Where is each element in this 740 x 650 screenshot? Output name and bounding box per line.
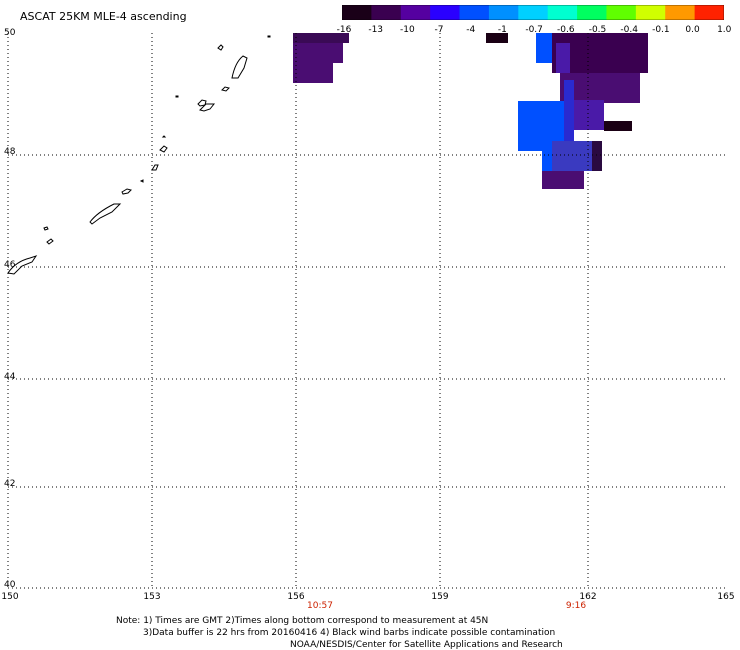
colorbar-swatch — [400, 5, 431, 20]
colorbar-label: -16 — [336, 25, 352, 35]
grid-lines — [7, 33, 728, 589]
lon-label-156: 156 — [287, 592, 305, 602]
data-swath-east — [486, 33, 648, 189]
coastline — [7, 35, 271, 275]
map-title: ASCAT 25KM MLE-4 ascending — [20, 10, 187, 23]
colorbar-swatch — [430, 5, 461, 20]
colorbar-swatch — [694, 5, 724, 20]
colorbar-swatch — [518, 5, 549, 20]
lat-label-40: 40 — [4, 580, 16, 590]
lat-label-46: 46 — [4, 260, 16, 270]
colorbar-label: -0.5 — [588, 25, 607, 35]
colorbar-swatch — [635, 5, 666, 20]
lon-label-162: 162 — [579, 592, 597, 602]
colorbar — [342, 5, 724, 20]
lat-label-44: 44 — [4, 372, 16, 382]
note-line-2: 3)Data buffer is 22 hrs from 20160416 4)… — [143, 628, 556, 638]
note-line-3: NOAA/NESDIS/Center for Satellite Applica… — [290, 640, 563, 650]
colorbar-swatch — [577, 5, 607, 20]
colorbar-label: -13 — [368, 25, 384, 35]
colorbar-label: -1 — [497, 25, 507, 35]
colorbar-swatch — [606, 5, 637, 20]
colorbar-labels: -16 -13 -10 -7 -4 -1 -0.7 -0.6 -0.5 -0.4 -0.1 0.0 1.… — [330, 25, 732, 37]
colorbar-swatch — [459, 5, 490, 20]
note-line-1: Note: 1) Times are GMT 2)Times along bot… — [116, 616, 489, 626]
lon-label-150: 150 — [1, 592, 19, 602]
colorbar-swatch — [665, 5, 696, 20]
colorbar-swatch — [342, 5, 372, 20]
colorbar-label: -0.6 — [557, 25, 575, 35]
data-swath-west — [293, 33, 349, 83]
lat-label-48: 48 — [4, 147, 16, 157]
lon-label-153: 153 — [143, 592, 161, 602]
lat-label-42: 42 — [4, 479, 16, 489]
colorbar-label: -0.1 — [652, 25, 670, 35]
colorbar-label: -0.7 — [525, 25, 543, 35]
colorbar-swatch — [371, 5, 402, 20]
time-label-west: 10:57 — [307, 601, 333, 611]
colorbar-swatch — [547, 5, 578, 20]
lat-label-50: 50 — [4, 28, 16, 38]
lon-label-159: 159 — [431, 592, 449, 602]
colorbar-label: -7 — [434, 25, 444, 35]
colorbar-label: 0.0 — [685, 25, 700, 35]
colorbar-label: 1.0 — [717, 25, 732, 35]
time-label-east: 9:16 — [565, 601, 587, 611]
colorbar-label: -4 — [466, 25, 476, 35]
colorbar-label: -0.4 — [620, 25, 638, 35]
lon-label-165: 165 — [717, 592, 735, 602]
colorbar-label: -10 — [400, 25, 415, 35]
colorbar-swatch — [488, 5, 519, 20]
